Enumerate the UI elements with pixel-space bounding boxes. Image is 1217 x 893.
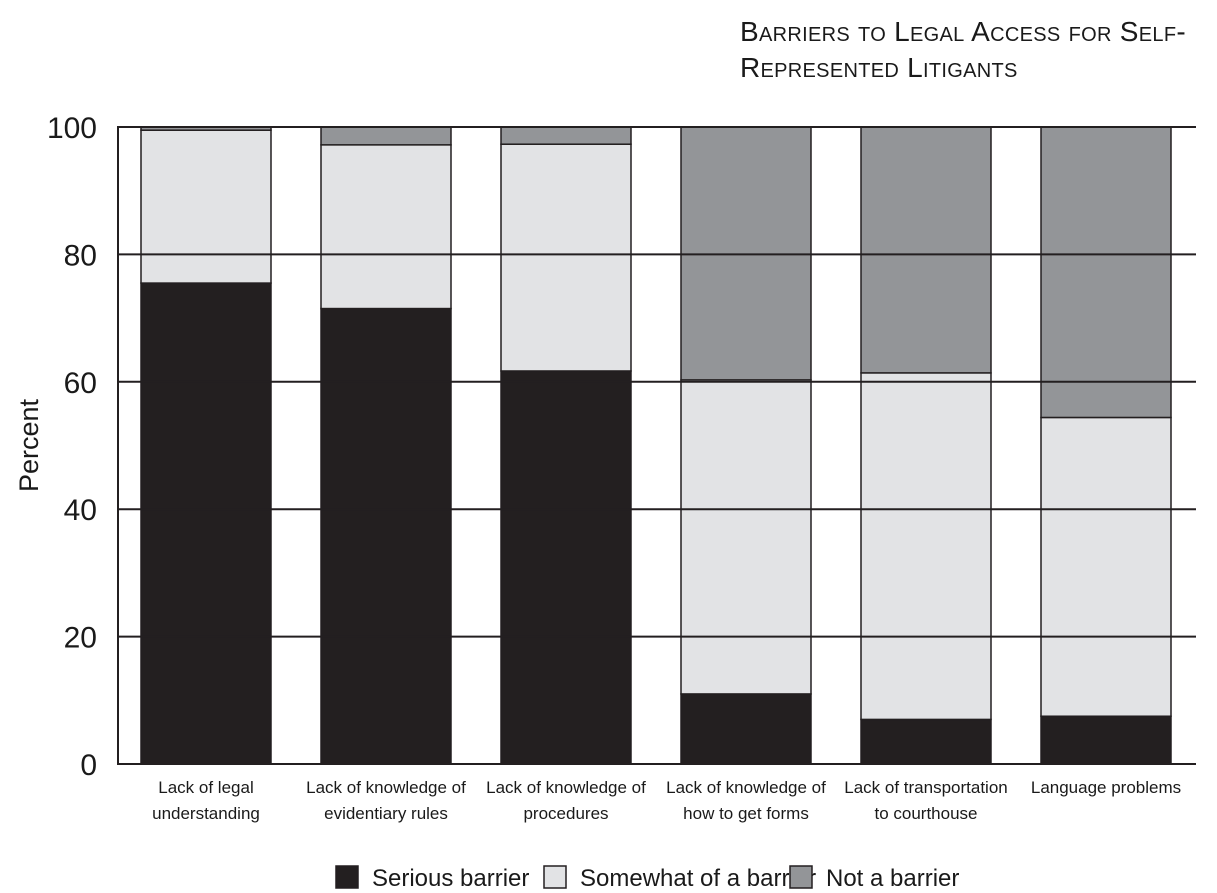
y-tick-label-20: 20 xyxy=(64,622,97,655)
x-category-label-5: Lack of transportation to courthouse xyxy=(844,778,1007,823)
y-tick-label-40: 40 xyxy=(64,494,97,527)
bar-segment-2-cat-1 xyxy=(140,129,272,284)
bar-segment-3-cat-6 xyxy=(1040,126,1172,419)
bar-segment-1-cat-2 xyxy=(320,307,452,765)
legend-swatch-1 xyxy=(335,865,359,889)
y-tick-label-60: 60 xyxy=(64,367,97,400)
x-category-label-4: Lack of knowledge of how to get forms xyxy=(666,778,826,823)
chart-title: Barriers to Legal Access for Self-Repres… xyxy=(740,16,1186,83)
y-tick-label-100: 100 xyxy=(47,112,97,145)
x-category-label-1: Lack of legal understanding xyxy=(152,778,260,823)
y-axis-label: Percent xyxy=(14,398,44,492)
bar-segment-2-cat-5 xyxy=(860,372,992,721)
legend-label-2: Somewhat of a barrier xyxy=(580,865,816,892)
y-tick-label-80: 80 xyxy=(64,239,97,272)
bar-segment-1-cat-4 xyxy=(680,693,812,765)
bar-segment-2-cat-2 xyxy=(320,144,452,310)
bar-segment-2-cat-6 xyxy=(1040,416,1172,717)
legend-label-1: Serious barrier xyxy=(372,865,529,892)
bar-segment-3-cat-3 xyxy=(500,126,632,145)
legend-swatch-3 xyxy=(789,865,813,889)
legend-label-3: Not a barrier xyxy=(826,865,959,892)
x-category-label-6: Language problems xyxy=(1031,778,1181,797)
bar-segment-1-cat-1 xyxy=(140,282,272,765)
y-tick-label-0: 0 xyxy=(80,749,97,782)
legend-swatch-2 xyxy=(543,865,567,889)
bar-segment-3-cat-5 xyxy=(860,126,992,374)
bar-segment-1-cat-3 xyxy=(500,370,632,765)
bar-segment-3-cat-2 xyxy=(320,126,452,146)
x-category-label-2: Lack of knowledge of evidentiary rules xyxy=(306,778,466,823)
bar-segment-1-cat-6 xyxy=(1040,715,1172,765)
bar-segment-1-cat-5 xyxy=(860,718,992,765)
bar-segment-2-cat-3 xyxy=(500,143,632,372)
bar-segment-2-cat-4 xyxy=(680,379,812,695)
x-category-label-3: Lack of knowledge of procedures xyxy=(486,778,646,823)
